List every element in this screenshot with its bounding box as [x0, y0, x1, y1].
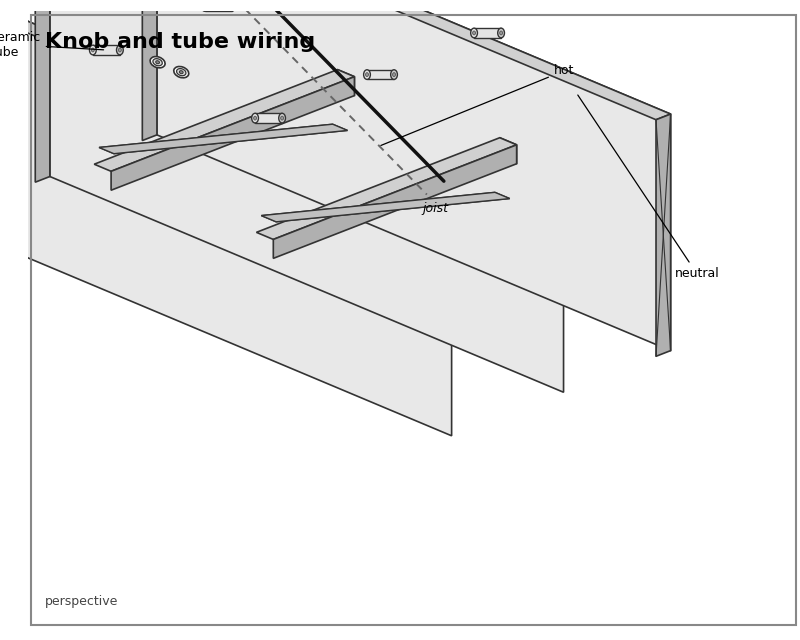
Ellipse shape — [254, 116, 257, 120]
Ellipse shape — [230, 4, 234, 8]
Ellipse shape — [252, 113, 258, 123]
Polygon shape — [274, 145, 517, 259]
Ellipse shape — [153, 59, 162, 66]
Bar — [205, 2, 232, 12]
Bar — [474, 28, 501, 38]
Polygon shape — [99, 124, 347, 154]
Polygon shape — [35, 0, 563, 161]
Ellipse shape — [500, 31, 502, 35]
Text: perspective: perspective — [45, 595, 118, 608]
Polygon shape — [500, 138, 517, 164]
Ellipse shape — [208, 0, 223, 2]
Polygon shape — [338, 70, 354, 95]
Ellipse shape — [174, 67, 189, 78]
Polygon shape — [157, 0, 670, 351]
Ellipse shape — [117, 45, 123, 55]
Ellipse shape — [90, 45, 96, 55]
Polygon shape — [0, 0, 452, 205]
Ellipse shape — [278, 113, 286, 123]
Ellipse shape — [177, 68, 186, 76]
Text: joist: joist — [422, 202, 449, 215]
Text: neutral: neutral — [578, 95, 719, 280]
Bar — [93, 45, 120, 55]
Bar — [367, 70, 394, 79]
Ellipse shape — [229, 2, 235, 12]
Text: Knob and tube wiring: Knob and tube wiring — [45, 32, 315, 52]
Polygon shape — [262, 193, 510, 222]
Ellipse shape — [366, 73, 369, 77]
Ellipse shape — [364, 70, 370, 79]
Polygon shape — [257, 138, 517, 239]
Polygon shape — [262, 193, 510, 222]
Text: ceramic
knob: ceramic knob — [0, 639, 1, 640]
Text: ceramic
tube: ceramic tube — [0, 31, 103, 59]
Polygon shape — [50, 0, 563, 392]
Polygon shape — [99, 124, 347, 154]
Ellipse shape — [281, 116, 283, 120]
Ellipse shape — [91, 48, 94, 52]
Ellipse shape — [498, 28, 505, 38]
Ellipse shape — [390, 70, 398, 79]
Ellipse shape — [203, 4, 206, 8]
Ellipse shape — [393, 73, 395, 77]
Ellipse shape — [150, 56, 165, 68]
Polygon shape — [656, 114, 670, 356]
Polygon shape — [94, 70, 354, 172]
Ellipse shape — [156, 61, 159, 64]
Polygon shape — [111, 77, 354, 190]
Ellipse shape — [118, 48, 122, 52]
Text: hot: hot — [381, 65, 574, 145]
Ellipse shape — [470, 28, 478, 38]
Ellipse shape — [473, 31, 475, 35]
Ellipse shape — [202, 2, 208, 12]
Polygon shape — [142, 0, 157, 141]
Polygon shape — [35, 0, 50, 182]
Polygon shape — [142, 0, 670, 120]
Bar — [255, 113, 282, 123]
Polygon shape — [0, 0, 452, 436]
Ellipse shape — [179, 70, 183, 74]
